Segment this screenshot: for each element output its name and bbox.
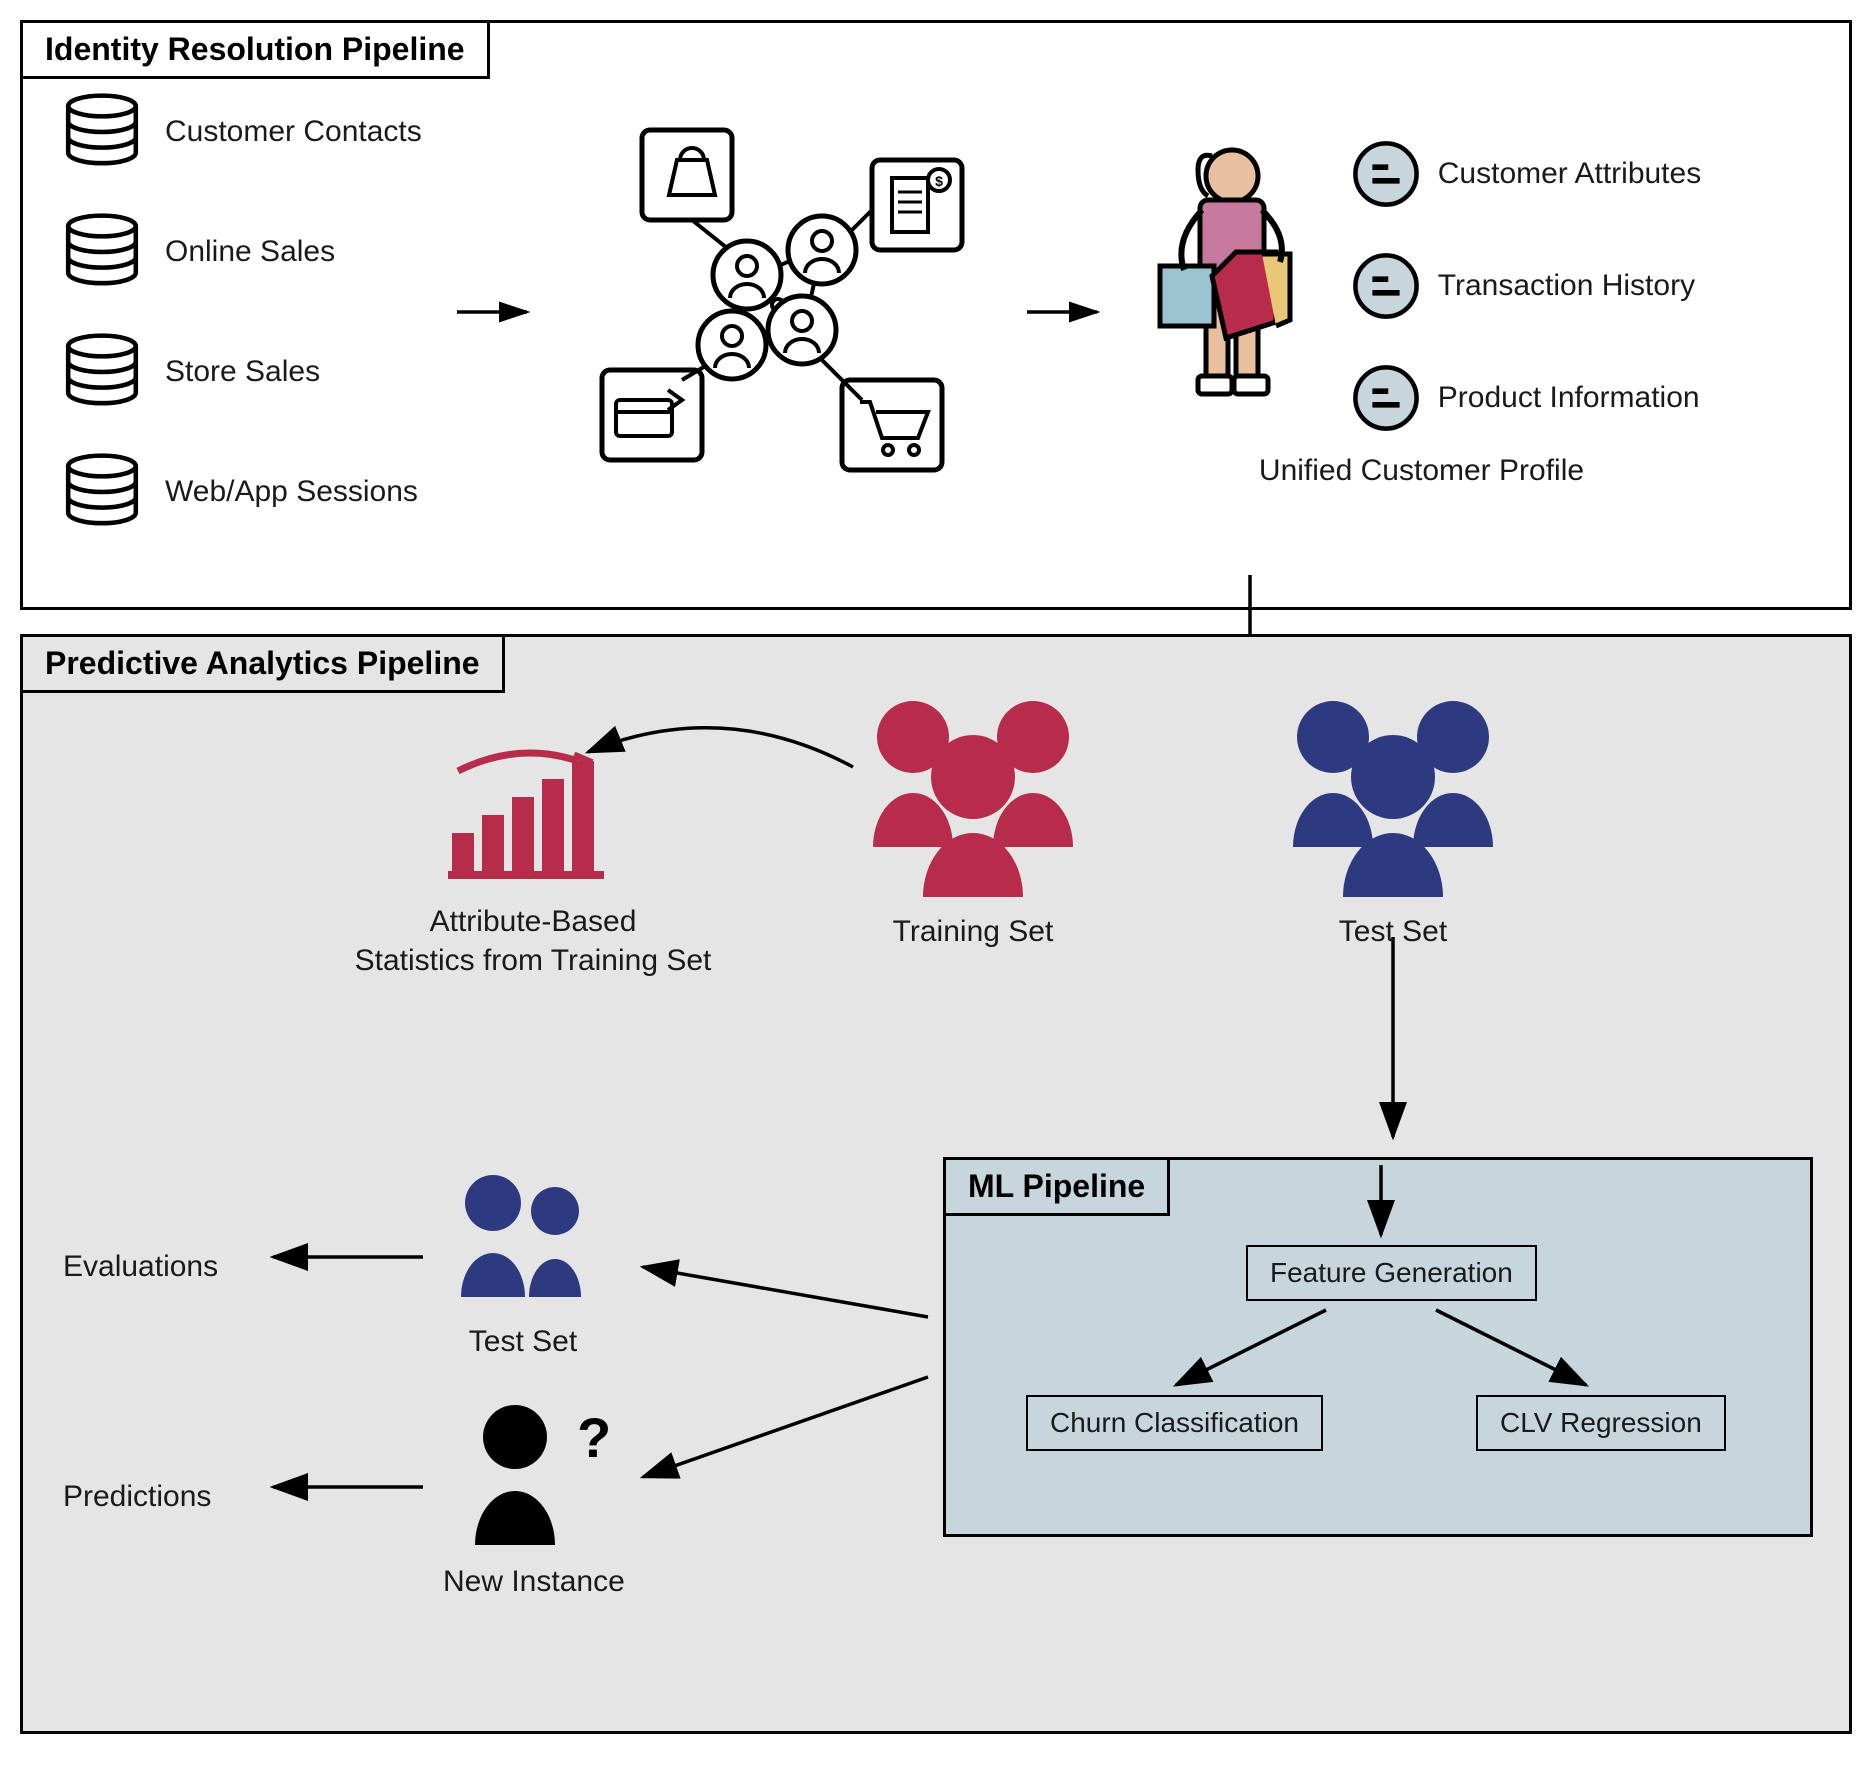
- shopper-icon: [1142, 136, 1322, 436]
- database-icon: [63, 93, 141, 171]
- test-label: Test Set: [1263, 912, 1523, 951]
- user-node-icon: [713, 241, 781, 309]
- user-node-icon: [698, 311, 766, 379]
- person-question-icon: ?: [449, 1397, 619, 1547]
- people-pair-icon: [443, 1167, 603, 1307]
- data-sources: Customer Contacts Online Sales: [63, 93, 422, 531]
- test-label-2: Test Set: [443, 1322, 603, 1361]
- training-set: Training Set: [843, 687, 1103, 951]
- new-instance-label: New Instance: [443, 1562, 625, 1601]
- shopping-bag-icon: [642, 130, 732, 220]
- stats-label: Attribute-Based Statistics from Training…: [293, 902, 773, 980]
- attr-label: Customer Attributes: [1438, 157, 1701, 191]
- database-icon: [63, 213, 141, 291]
- profile-attr: Product Information: [1352, 364, 1701, 432]
- churn-classification-node: Churn Classification: [1026, 1395, 1323, 1451]
- panel-title-top: Identity Resolution Pipeline: [20, 20, 490, 79]
- source-label: Store Sales: [165, 355, 320, 389]
- database-icon: [63, 333, 141, 411]
- receipt-icon: $: [872, 160, 962, 250]
- predictive-analytics-panel: Predictive Analytics Pipeline: [20, 634, 1852, 1734]
- svg-text:?: ?: [577, 1406, 611, 1469]
- ml-arrows: [946, 1160, 1816, 1540]
- user-node-icon: [768, 296, 836, 364]
- profile-title: Unified Customer Profile: [1259, 454, 1584, 488]
- evaluations-label: Evaluations: [63, 1237, 218, 1286]
- test-set: Test Set: [1263, 687, 1523, 951]
- network-graph: $: [582, 120, 982, 505]
- stats-block: Attribute-Based Statistics from Training…: [293, 737, 773, 980]
- attribute-circle-icon: [1352, 140, 1420, 208]
- source-label: Customer Contacts: [165, 115, 422, 149]
- clv-regression-node: CLV Regression: [1476, 1395, 1726, 1451]
- ml-pipeline-panel: ML Pipeline Feature Generation Churn Cla…: [943, 1157, 1813, 1537]
- profile-attr: Transaction History: [1352, 252, 1701, 320]
- top-row: Customer Contacts Online Sales: [63, 93, 1809, 531]
- arrow-icon: [1022, 292, 1112, 332]
- source-label: Web/App Sessions: [165, 475, 418, 509]
- ml-title: ML Pipeline: [943, 1157, 1170, 1216]
- source-sessions: Web/App Sessions: [63, 453, 422, 531]
- database-icon: [63, 453, 141, 531]
- attr-label: Product Information: [1438, 381, 1700, 415]
- svg-text:$: $: [935, 173, 943, 189]
- arrow-icon: [452, 292, 542, 332]
- feature-generation-node: Feature Generation: [1246, 1245, 1537, 1301]
- new-instance: ? New Instance: [443, 1397, 625, 1601]
- unified-profile: Customer Attributes Transaction History: [1142, 136, 1701, 488]
- attribute-circle-icon: [1352, 252, 1420, 320]
- source-contacts: Customer Contacts: [63, 93, 422, 171]
- source-online: Online Sales: [63, 213, 422, 291]
- people-group-icon: [843, 687, 1103, 897]
- bar-chart-icon: [438, 737, 628, 887]
- source-store: Store Sales: [63, 333, 422, 411]
- card-pay-icon: [602, 370, 702, 460]
- training-label: Training Set: [843, 912, 1103, 951]
- predictions-label: Predictions: [63, 1467, 211, 1516]
- attribute-circle-icon: [1352, 364, 1420, 432]
- test-set-2: Test Set: [443, 1167, 603, 1361]
- user-node-icon: [788, 216, 856, 284]
- panel-title-bottom: Predictive Analytics Pipeline: [20, 634, 505, 693]
- profile-attr: Customer Attributes: [1352, 140, 1701, 208]
- identity-resolution-panel: Identity Resolution Pipeline Customer Co…: [20, 20, 1852, 610]
- attr-label: Transaction History: [1438, 269, 1695, 303]
- people-group-icon: [1263, 687, 1523, 897]
- source-label: Online Sales: [165, 235, 335, 269]
